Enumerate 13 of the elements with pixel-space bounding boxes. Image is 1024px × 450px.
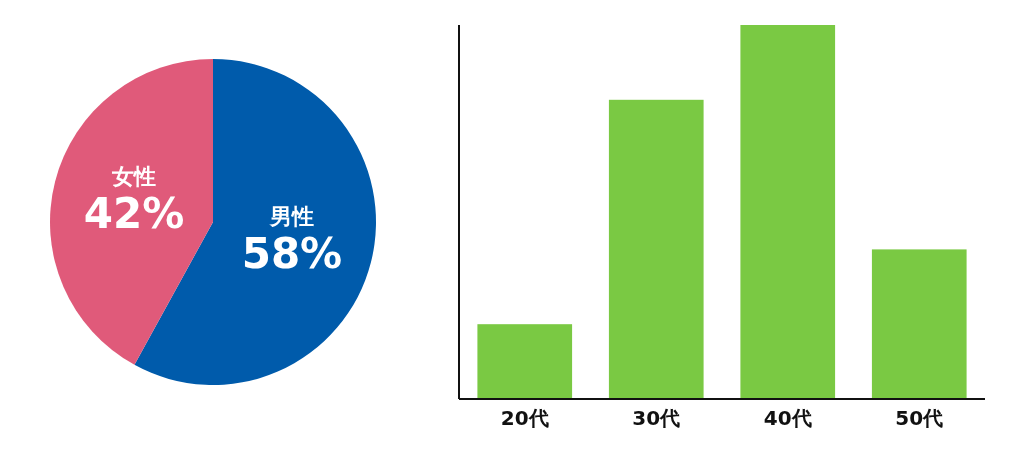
slice-label: 男性 (268, 204, 314, 230)
bar (740, 25, 836, 399)
x-tick-label: 50代 (895, 406, 944, 430)
slice-label: 女性 (111, 163, 157, 189)
data-label: 58% (241, 229, 343, 279)
x-tick-label: 30代 (632, 406, 681, 430)
pie-slice (50, 59, 213, 365)
x-tick-label: 40代 (763, 406, 812, 430)
bar (477, 324, 573, 399)
bar (871, 249, 967, 399)
data-label: 42% (83, 188, 185, 238)
x-tick-label: 20代 (500, 406, 549, 430)
bar (608, 99, 704, 399)
